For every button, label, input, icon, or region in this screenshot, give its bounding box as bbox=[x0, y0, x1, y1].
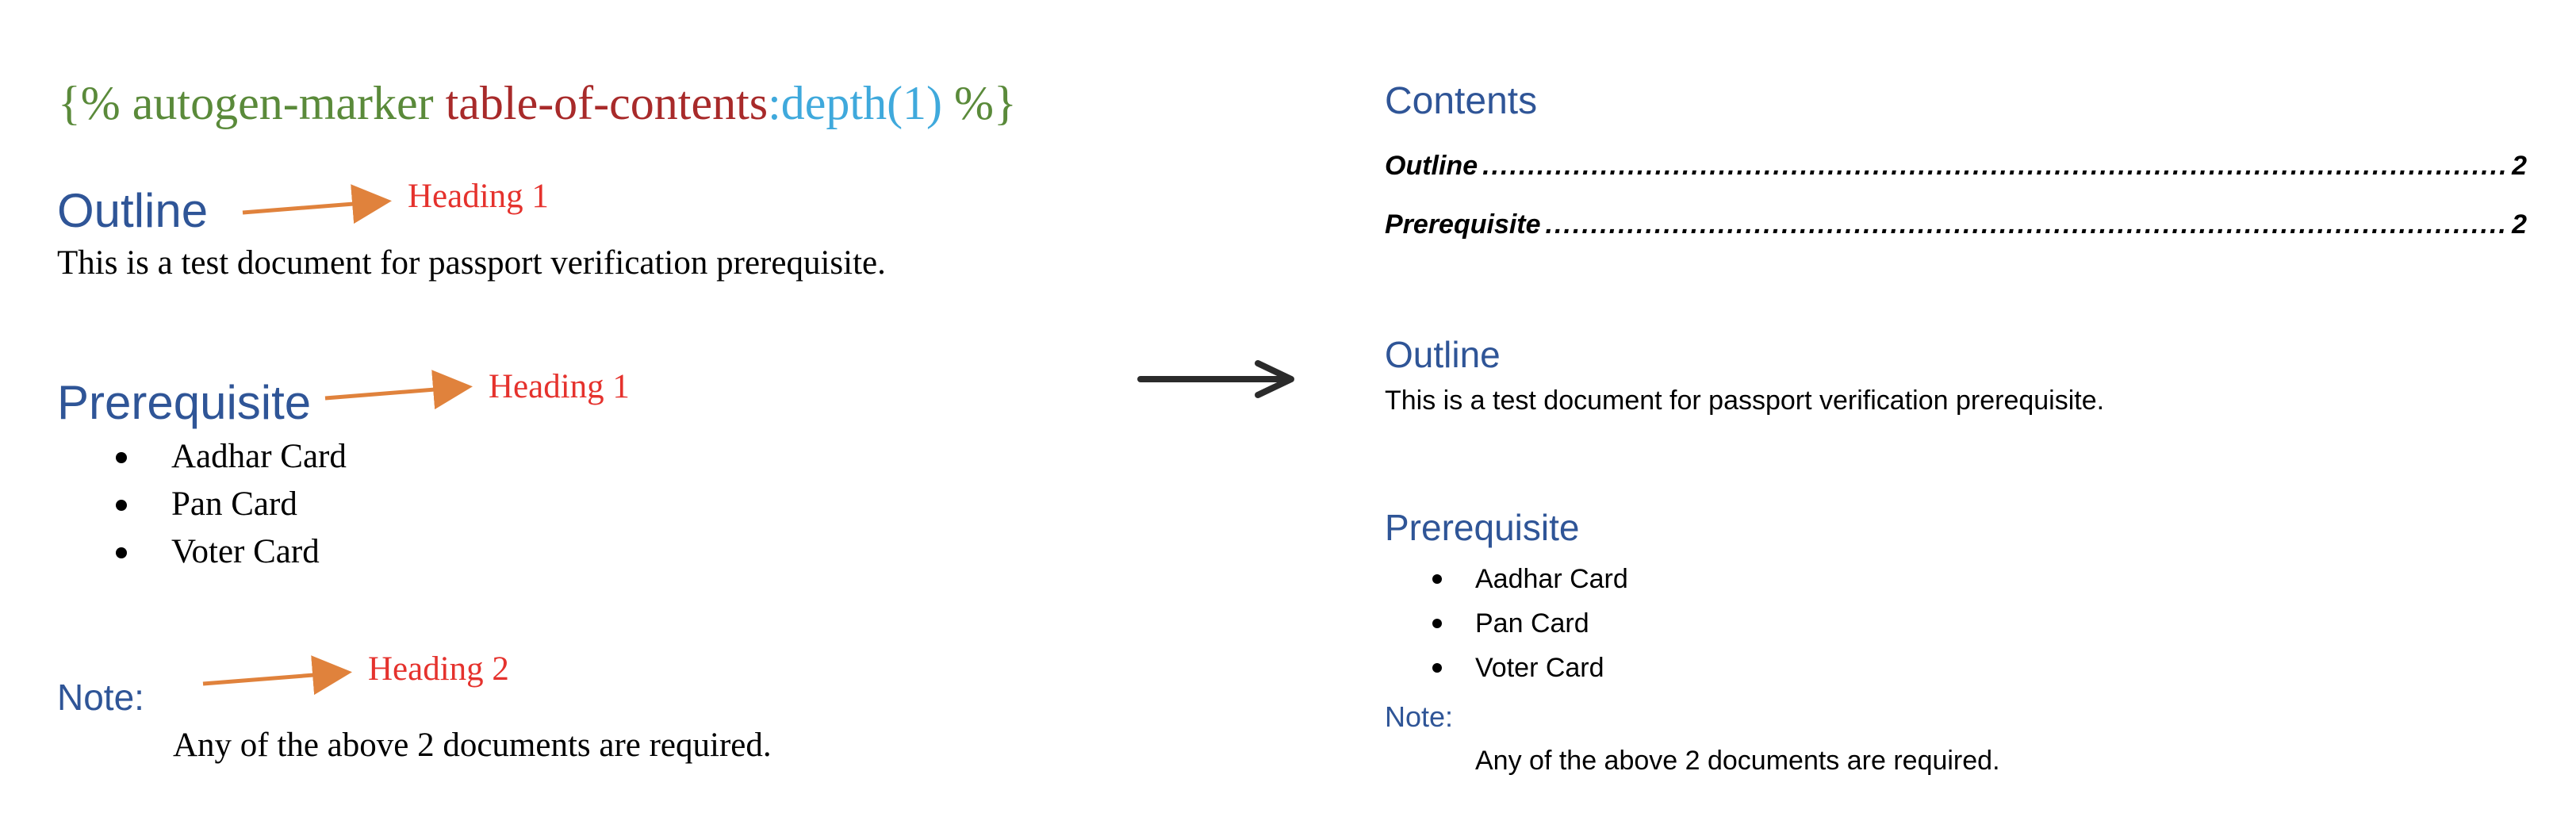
toc-entry-prerequisite[interactable]: Prerequisite ...........................… bbox=[1385, 209, 2527, 240]
list-item: Voter Card bbox=[57, 528, 347, 576]
annotation-arrow-prereq bbox=[324, 370, 473, 410]
marker-open: {% bbox=[58, 77, 121, 129]
marker-close: %} bbox=[954, 77, 1017, 129]
contents-title: Contents bbox=[1385, 80, 1538, 122]
marker-param: :depth(1) bbox=[768, 77, 943, 129]
rendered-outline-heading: Outline bbox=[1385, 334, 1501, 375]
transform-arrow-icon bbox=[1137, 360, 1294, 398]
toc-page-number: 2 bbox=[2512, 151, 2527, 181]
toc-leader: ........................................… bbox=[1545, 209, 2508, 240]
marker-name: table-of-contents bbox=[445, 77, 769, 129]
list-item: Voter Card bbox=[1385, 646, 1628, 690]
annotation-note-label: Heading 2 bbox=[368, 650, 509, 688]
toc-label: Prerequisite bbox=[1385, 209, 1541, 240]
marker-tag: autogen-marker bbox=[132, 77, 434, 129]
rendered-note-heading: Note: bbox=[1385, 700, 1454, 733]
rendered-note-text: Any of the above 2 documents are require… bbox=[1475, 746, 2000, 776]
list-item: Aadhar Card bbox=[57, 433, 347, 481]
template-outline-heading: Outline bbox=[57, 184, 209, 237]
template-outline-text: This is a test document for passport ver… bbox=[57, 244, 886, 282]
template-note-text: Any of the above 2 documents are require… bbox=[173, 727, 772, 764]
annotation-arrow-outline bbox=[242, 184, 392, 224]
toc-entry-outline[interactable]: Outline ................................… bbox=[1385, 151, 2527, 182]
toc-page-number: 2 bbox=[2512, 209, 2527, 240]
toc-leader: ........................................… bbox=[1482, 151, 2508, 181]
annotation-prereq-label: Heading 1 bbox=[489, 368, 630, 405]
template-prereq-list: Aadhar Card Pan Card Voter Card bbox=[57, 433, 347, 576]
list-item: Pan Card bbox=[57, 481, 347, 528]
annotation-outline-label: Heading 1 bbox=[408, 178, 549, 215]
list-item: Aadhar Card bbox=[1385, 557, 1628, 601]
rendered-prereq-heading: Prerequisite bbox=[1385, 507, 1580, 548]
toc-label: Outline bbox=[1385, 151, 1478, 181]
list-item: Pan Card bbox=[1385, 601, 1628, 646]
autogen-marker-tag: {% autogen-marker table-of-contents:dept… bbox=[58, 79, 1017, 127]
annotation-arrow-note bbox=[202, 655, 352, 696]
rendered-outline-text: This is a test document for passport ver… bbox=[1385, 385, 2105, 416]
template-note-heading: Note: bbox=[57, 677, 144, 718]
rendered-prereq-list: Aadhar Card Pan Card Voter Card bbox=[1385, 557, 1628, 690]
template-prereq-heading: Prerequisite bbox=[57, 376, 312, 429]
